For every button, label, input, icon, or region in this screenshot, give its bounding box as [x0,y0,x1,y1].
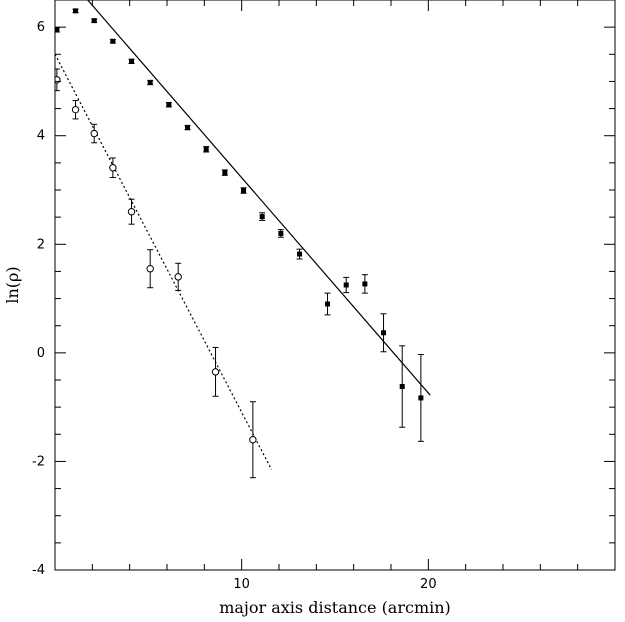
data-point [380,313,387,353]
data-point [221,169,228,176]
open-circle-marker [211,368,220,376]
data-point [211,346,220,397]
data-point [240,187,247,194]
data-point [109,38,116,44]
y-axis-title: ln(ρ) [3,266,22,303]
chart-marks [55,0,431,479]
open-circle-marker [249,436,257,444]
filled-square-marker [147,80,153,86]
filled-square-marker [91,18,97,24]
open-circle-marker [174,273,182,281]
data-point [343,276,350,294]
x-tick-label: 10 [233,577,250,592]
data-point [361,274,368,294]
filled-square-marker [55,27,60,33]
x-axis-title: major axis distance (arcmin) [219,598,451,617]
data-point [71,99,80,120]
y-tick-label: 4 [37,129,45,144]
filled-square-marker [129,58,135,64]
data-point [128,58,135,65]
open-circle-marker [109,164,117,172]
data-point [72,8,79,14]
open-circle-marker [146,265,154,273]
filled-square-marker [222,170,228,176]
data-point [399,345,406,428]
filled-square-marker [241,188,247,194]
data-point [147,79,154,86]
data-point [277,229,284,238]
filled-square-marker [259,214,265,220]
y-tick-label: 6 [37,20,45,35]
filled-square-marker [73,8,79,14]
data-point [324,292,331,316]
open-circle-marker [71,105,80,114]
data-point [184,124,191,131]
filled-square-marker [110,38,116,44]
data-point [90,123,98,144]
y-tick-label: -2 [32,454,45,469]
data-point [203,146,210,153]
axis-ticks: 10 20 -4 -2 0 2 4 6 [32,0,615,592]
data-point [417,353,424,442]
filled-square-marker [343,282,349,288]
filled-square-marker [185,125,191,131]
filled-square-marker [381,330,387,336]
open-circle-marker [90,129,98,138]
data-point [146,249,154,289]
open-circle-marker [127,208,136,216]
y-tick-label: 0 [37,346,45,361]
data-point [91,18,98,24]
filled-square-marker [297,251,303,257]
x-tick-label: 20 [420,577,437,592]
filled-square-marker [399,384,405,390]
data-point [109,157,117,179]
data-point [165,102,172,108]
filled-square-marker [166,102,172,108]
fit-line-dotted [55,54,273,470]
y-tick-label: 2 [37,237,45,252]
filled-square-marker [203,146,209,152]
plot-frame [54,0,616,571]
data-point [259,212,266,221]
filled-square-marker [278,230,284,236]
fit-line-solid [86,0,431,396]
filled-square-marker [418,395,424,401]
data-point [296,248,303,260]
filled-square-marker [362,281,368,287]
filled-square-marker [325,301,331,307]
data-point [174,262,182,291]
y-tick-label: -4 [32,563,45,578]
data-point [127,198,136,225]
data-point [249,401,257,479]
data-point [55,27,60,33]
